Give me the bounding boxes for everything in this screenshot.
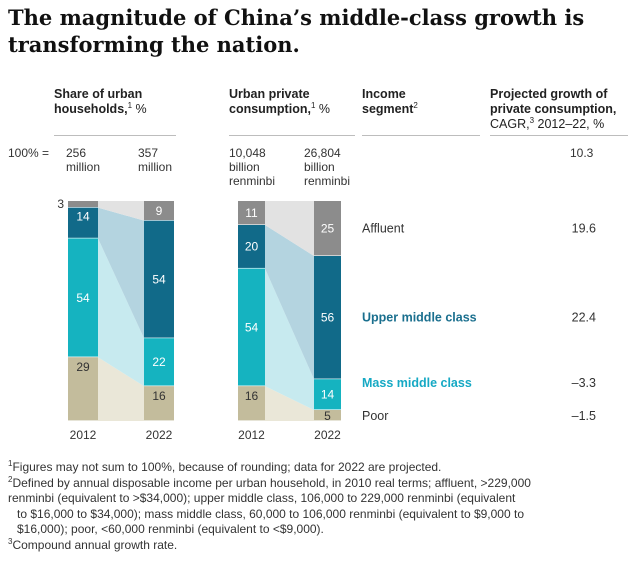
label-households-2012-upper: 14 [76,210,90,224]
bar-consumption-2022-poor [314,410,341,421]
label-consumption-2022-upper: 56 [321,311,335,325]
year-label-households-2022: 2022 [146,428,173,442]
label-households-2022-poor: 16 [152,389,166,403]
label-consumption-2022-mass: 14 [321,388,335,402]
bar-households-2022-upper [144,220,174,338]
cagr-upper: 22.4 [572,311,596,325]
label-households-2022-mass: 22 [152,355,166,369]
header-rule-segment [362,135,480,136]
bar-households-2012-mass [68,238,98,357]
cagr-affluent: 19.6 [572,222,596,236]
footnote-2-line-3: to $16,000 to $34,000); mass middle clas… [17,506,524,521]
chart-title: The magnitude of China’s middle-class gr… [8,5,585,57]
footnote-1: 1Figures may not sum to 100%, because of… [8,459,442,475]
label-consumption-2022-poor: 5 [324,409,331,423]
consumption-header: Urban private consumption,1 % [229,87,330,116]
header-rule-consumption [229,135,355,136]
bar-consumption-2012-affluent [238,201,265,225]
flow-households-affluent [98,201,144,221]
consumption-total-2012: 10,048 billion renminbi [229,146,276,188]
stacked-bar-chart: 29 54 14 3 2012 16 22 54 9 2022 16 54 20 11 2012 5 14 56 2… [57,197,596,442]
bar-consumption-2012-poor [238,386,265,421]
label-households-2022-upper: 54 [152,272,166,286]
header-rule-share [54,135,176,136]
bar-households-2012-upper [68,207,98,238]
flow-households-mass [98,238,144,387]
flow-households-poor [98,357,144,421]
bar-consumption-2012-mass [238,268,265,386]
bar-households-2022-mass [144,338,174,386]
segment-label-affluent: Affluent [362,222,405,236]
bar-households-2012-affluent [68,201,98,207]
header-rule-projected [490,135,628,136]
footnote-2: 2Defined by annual disposable income per… [8,474,531,490]
label-households-2012-affluent: 3 [57,197,64,211]
households-total-2012: 256 million [66,146,101,174]
label-households-2012-mass: 54 [76,291,90,305]
label-households-2012-poor: 29 [76,360,90,374]
footnote-2-line-4: $16,000); poor, <60,000 renminbi (equiva… [17,522,324,536]
flow-consumption-mass [265,268,314,410]
share-header: Share of urban households,1 % [54,87,147,116]
label-consumption-2022-affluent: 25 [321,222,335,236]
flow-consumption-upper [265,224,314,380]
year-label-consumption-2022: 2022 [314,428,341,442]
cagr-poor: –1.5 [572,409,596,423]
households-total-2022: 357 million [138,146,173,174]
flow-consumption-affluent [265,201,314,256]
projected-header: Projected growth of private consumption,… [490,87,617,131]
bar-consumption-2022-mass [314,379,341,410]
total-cagr: 10.3 [570,146,594,160]
bar-households-2022-poor [144,386,174,421]
bar-consumption-2022-upper [314,256,341,379]
label-consumption-2012-poor: 16 [245,389,259,403]
year-label-consumption-2012: 2012 [238,428,265,442]
label-consumption-2012-upper: 20 [245,240,259,254]
bar-households-2022-affluent [144,201,174,221]
bar-consumption-2022-affluent [314,201,341,256]
consumption-total-2022: 26,804 billion renminbi [304,146,351,188]
segment-header: Income segment2 [362,87,418,116]
bar-consumption-2012-upper [238,224,265,268]
label-consumption-2012-affluent: 11 [245,206,258,220]
flow-households-upper [98,207,144,339]
bar-households-2012-poor [68,357,98,421]
flow-consumption-poor [265,386,314,421]
footnote-3: 3Compound annual growth rate. [8,536,178,552]
label-consumption-2012-mass: 54 [245,320,259,334]
segment-label-upper: Upper middle class [362,311,477,325]
year-label-households-2012: 2012 [70,428,97,442]
segment-label-mass: Mass middle class [362,376,472,390]
label-households-2022-affluent: 9 [156,204,163,218]
segment-label-poor: Poor [362,409,388,423]
footnote-2-line-2: renminbi (equivalent to >$34,000); upper… [8,491,516,505]
footnotes: 1Figures may not sum to 100%, because of… [8,460,630,553]
cagr-mass: –3.3 [572,376,596,390]
total-label: 100% = [8,146,50,160]
